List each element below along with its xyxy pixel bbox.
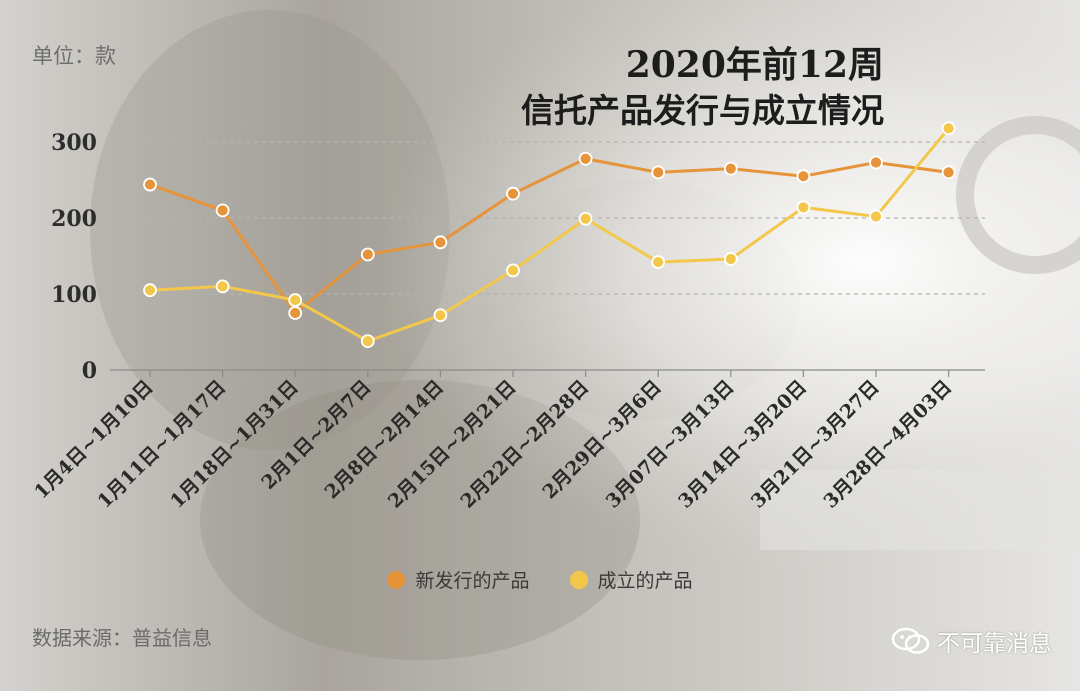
series-line-new-issued — [149, 157, 949, 315]
data-point-new-issued — [651, 165, 666, 180]
data-point-established — [433, 308, 448, 323]
title-line-2: 信托产品发行与成立情况 — [521, 91, 884, 130]
watermark: 不可靠消息 — [891, 624, 1052, 658]
data-point-new-issued — [215, 203, 230, 218]
data-point-new-issued — [796, 169, 811, 184]
legend-swatch-new-issued — [387, 570, 406, 589]
data-point-established — [215, 279, 230, 294]
data-point-established — [143, 283, 157, 298]
series-line-established — [149, 127, 950, 343]
chart-legend: 新发行的产品 成立的产品 — [0, 566, 1080, 593]
data-point-new-issued — [941, 165, 956, 180]
x-tick-label: 3月21日~3月27日 — [747, 376, 884, 513]
watermark-text: 不可靠消息 — [937, 631, 1052, 657]
x-tick-label: 1月11日~1月17日 — [93, 376, 230, 513]
x-tick-label: 3月28日~4月03日 — [819, 376, 956, 513]
data-point-established — [651, 255, 666, 269]
x-tick-label: 1月18日~1月31日 — [166, 376, 303, 513]
y-tick-label: 300 — [51, 130, 97, 156]
x-tick-label: 3月14日~3月20日 — [674, 376, 811, 513]
data-point-established — [796, 200, 811, 215]
x-tick-label: 3月07日~3月13日 — [602, 376, 739, 513]
data-point-new-issued — [578, 151, 593, 166]
x-tick-label: 2月22日~2月28日 — [456, 376, 593, 513]
data-point-new-issued — [723, 161, 738, 176]
data-point-new-issued — [288, 306, 303, 320]
y-tick-label: 200 — [51, 206, 97, 232]
unit-label: 单位：款 — [32, 44, 116, 68]
x-tick-label: 2月15日~2月21日 — [384, 376, 521, 513]
data-point-new-issued — [143, 177, 157, 192]
data-point-established — [360, 334, 375, 349]
data-point-established — [288, 293, 303, 307]
data-point-new-issued — [869, 155, 883, 170]
title-line-1: 2020年前12周 — [625, 44, 884, 86]
data-point-new-issued — [360, 247, 375, 262]
data-source: 数据来源：普益信息 — [32, 626, 212, 650]
data-point-new-issued — [506, 186, 520, 201]
legend-label-established: 成立的产品 — [597, 570, 693, 592]
y-tick-label: 100 — [51, 282, 97, 308]
wechat-icon — [891, 626, 931, 656]
legend-item-new-issued: 新发行的产品 — [387, 566, 530, 593]
legend-item-established: 成立的产品 — [569, 566, 693, 593]
data-point-established — [941, 121, 956, 136]
data-point-established — [869, 209, 883, 224]
data-point-new-issued — [433, 235, 448, 250]
data-point-established — [578, 211, 593, 226]
data-point-established — [506, 263, 520, 278]
x-tick-label: 1月4日~1月10日 — [30, 376, 157, 503]
legend-label-new-issued: 新发行的产品 — [415, 570, 530, 592]
chart-title: 2020年前12周 信托产品发行与成立情况 — [521, 42, 884, 134]
y-tick-label: 0 — [82, 358, 97, 384]
data-point-established — [723, 252, 738, 266]
legend-swatch-established — [569, 570, 588, 589]
